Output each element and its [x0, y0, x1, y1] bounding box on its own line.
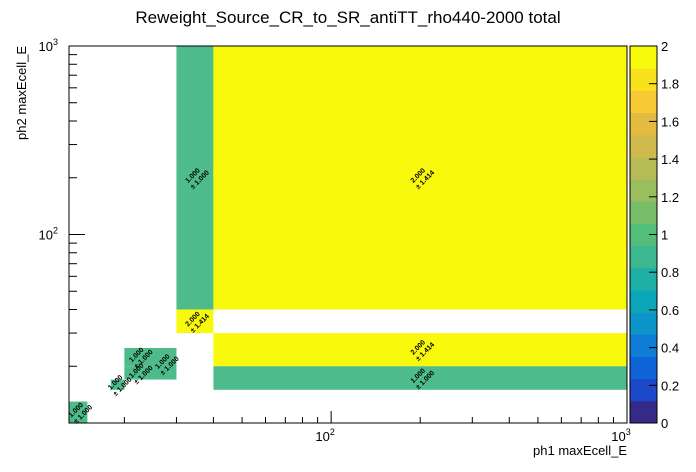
palette-swatch	[630, 134, 657, 158]
heatmap-cell	[124, 347, 154, 367]
palette-tick-label: 1.6	[661, 114, 679, 129]
palette-tick-label: 0.2	[661, 378, 679, 393]
heatmap-cell	[213, 333, 627, 367]
palette-swatch	[630, 156, 657, 180]
chart-title: Reweight_Source_CR_to_SR_antiTT_rho440-2…	[135, 8, 560, 27]
heatmap-cell	[124, 366, 154, 380]
palette-swatch	[630, 223, 657, 247]
y-axis-title: ph2 maxEcell_E	[14, 46, 29, 140]
palette-tick-label: 2	[661, 39, 668, 54]
palette-tick-label: 1	[661, 228, 668, 243]
heatmap-cell	[153, 347, 177, 380]
palette-swatch	[630, 378, 657, 402]
palette-tick-label: 0	[661, 416, 668, 431]
color-palette: 0 0.2 0.4 0.6 0.8 1 1.2 1.4 1.6 1.8 2	[629, 39, 679, 431]
heatmap-cell	[110, 379, 125, 390]
palette-tick-label: 1.4	[661, 152, 679, 167]
palette-swatch	[630, 400, 657, 424]
y-tick-label: 103	[39, 37, 58, 54]
x-tick-label: 103	[611, 427, 630, 444]
palette-swatch	[630, 289, 657, 313]
palette-swatch	[630, 245, 657, 269]
heatmap-cell	[176, 309, 214, 334]
x-tick-label: 102	[315, 427, 334, 444]
palette-swatch	[630, 201, 657, 224]
palette-swatch	[630, 356, 657, 380]
heatmap-cells	[69, 46, 627, 423]
palette-swatch	[630, 46, 657, 69]
heatmap-cell	[176, 46, 214, 310]
x-axis-title: ph1 maxEcell_E	[533, 443, 627, 458]
heatmap-cell	[213, 366, 627, 390]
y-tick-label: 102	[39, 226, 58, 243]
palette-swatch	[630, 68, 657, 91]
heatmap-cell	[213, 46, 627, 310]
palette-swatch	[630, 267, 657, 291]
palette-tick-label: 0.6	[661, 303, 679, 318]
palette-tick-label: 0.8	[661, 265, 679, 280]
palette-tick-label: 1.8	[661, 77, 679, 92]
palette-swatch	[630, 179, 657, 202]
palette-swatch	[630, 312, 657, 335]
heatmap-cell	[69, 401, 88, 423]
palette-swatch	[630, 90, 657, 114]
palette-tick-label: 1.2	[661, 190, 679, 205]
axes: 102 103 102 103	[39, 37, 631, 444]
palette-tick-label: 0.4	[661, 341, 679, 356]
palette-swatch	[630, 334, 657, 357]
palette-swatch	[630, 112, 657, 136]
